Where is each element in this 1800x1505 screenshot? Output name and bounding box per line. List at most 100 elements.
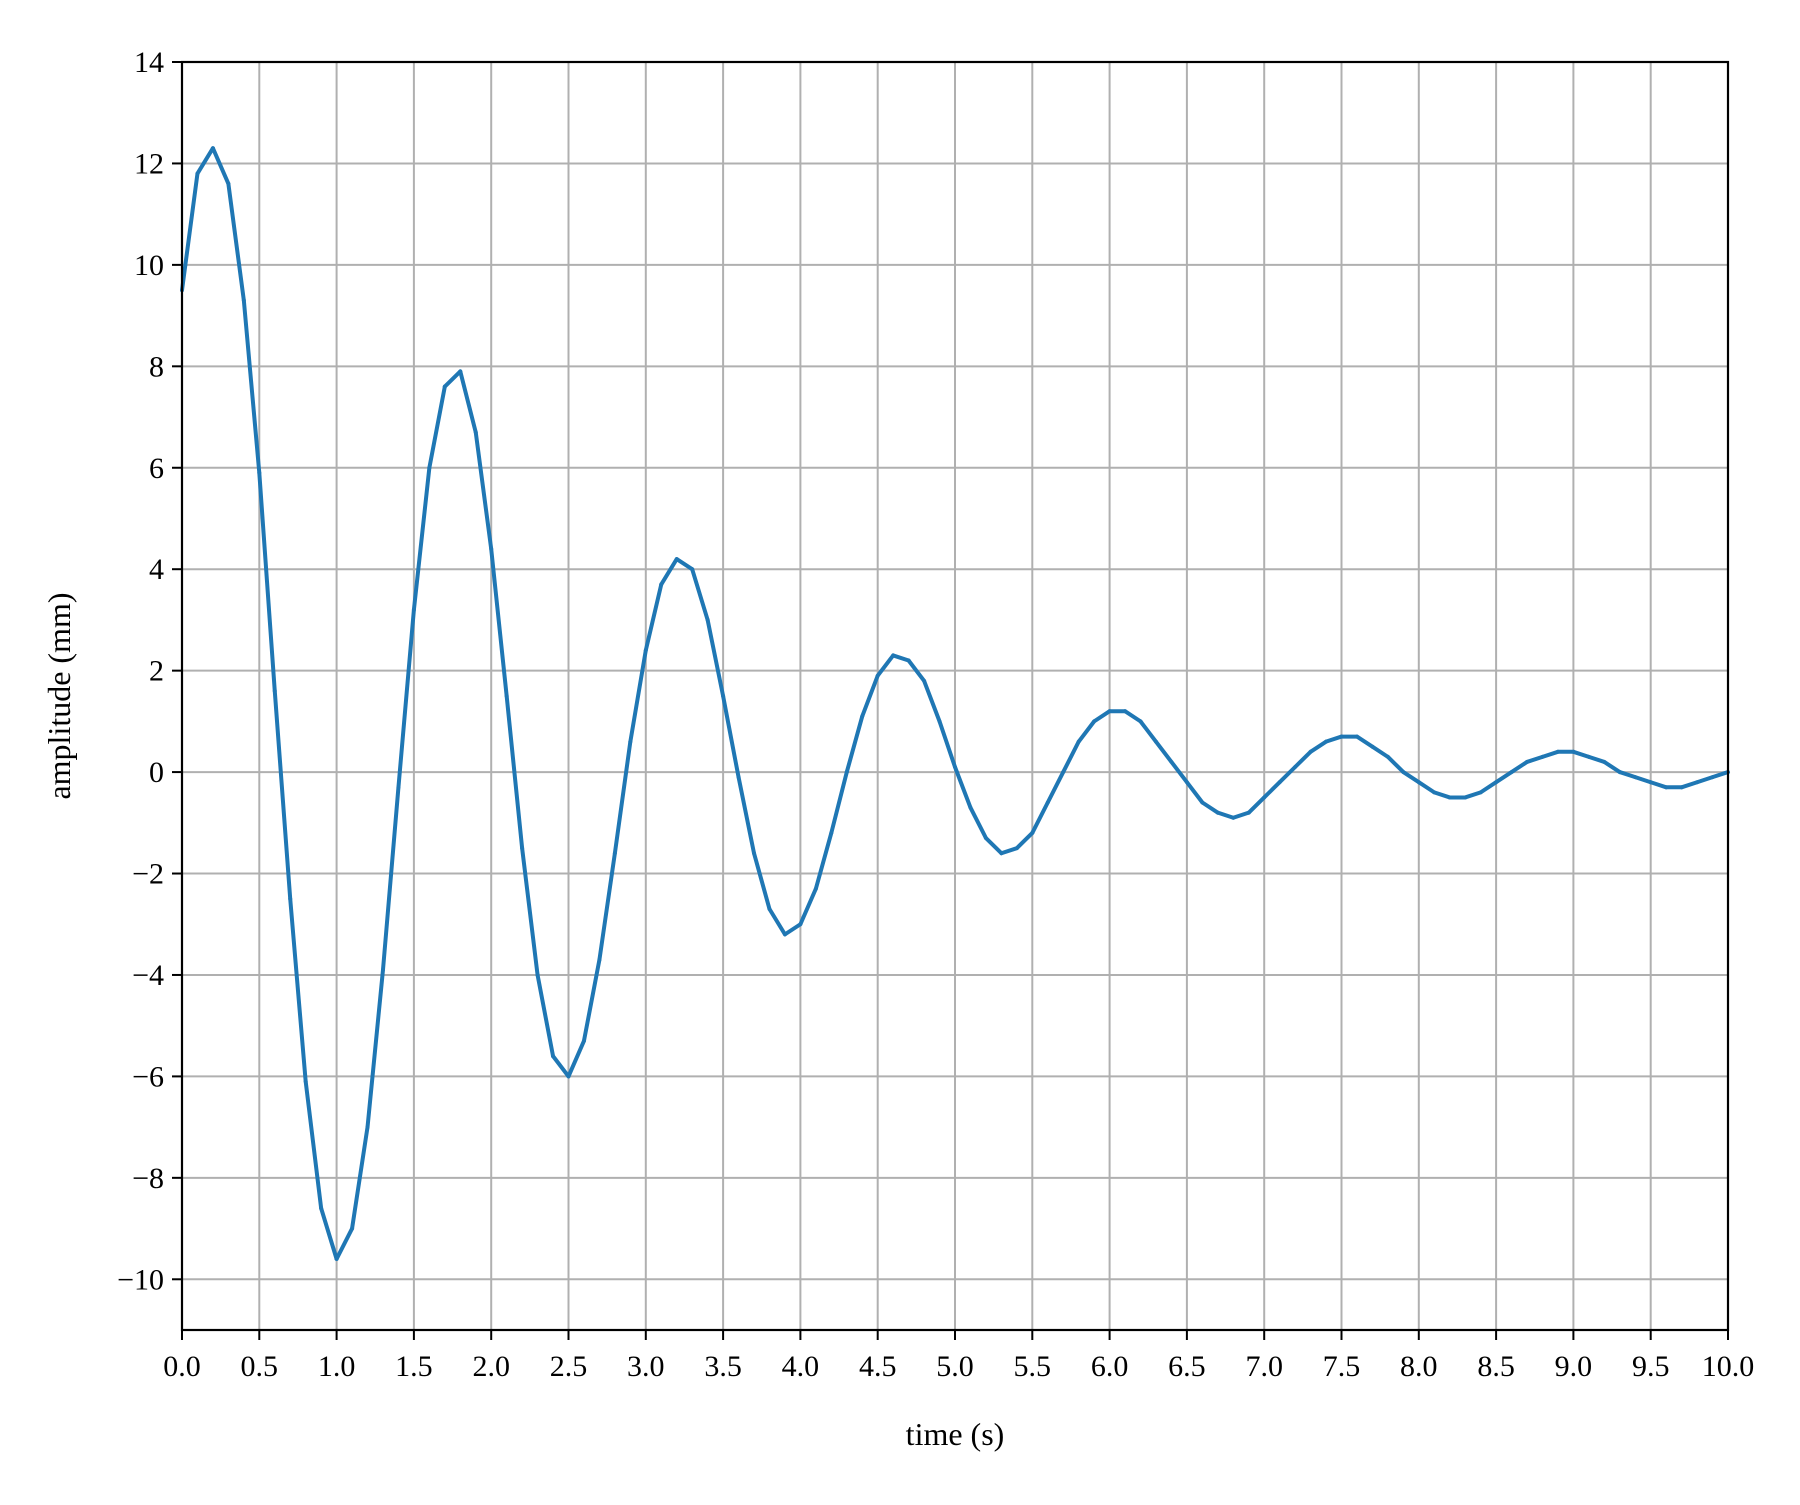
axis-ticks: 0.0 0.5 1.0 1.5 2.0 2.5 3.0 3.5 4.0 4.5 5.0 5.5 6.0 6… — [117, 46, 1754, 1383]
line-segment — [551, 1054, 571, 1079]
line-segment — [1648, 780, 1669, 790]
x-tick-label: 9.0 — [1555, 1350, 1593, 1383]
line-segment — [875, 653, 896, 678]
line-segment — [736, 775, 757, 856]
line-segment — [334, 1226, 355, 1261]
line-segment — [1617, 770, 1638, 780]
line-segment — [1308, 739, 1329, 754]
line-segment — [1525, 754, 1545, 764]
y-tick-label: 10 — [134, 249, 164, 282]
line-segment — [1432, 790, 1452, 800]
line-segment — [813, 830, 834, 891]
x-tick-label: 4.0 — [782, 1350, 820, 1383]
line-segment — [1169, 759, 1189, 785]
line-segment — [1354, 734, 1375, 749]
line-segment — [1478, 780, 1499, 795]
line-segment — [504, 694, 525, 851]
line-segment — [210, 146, 231, 186]
line-segment — [659, 557, 679, 587]
x-tick-label: 0.0 — [163, 1350, 201, 1383]
x-tick-label: 9.5 — [1632, 1350, 1670, 1383]
x-axis-label: time (s) — [906, 1416, 1005, 1452]
line-segment — [1030, 800, 1050, 835]
line-segment — [1401, 770, 1421, 785]
line-segment — [1679, 780, 1700, 790]
x-tick-label: 2.0 — [472, 1350, 510, 1383]
line-segment — [442, 369, 463, 389]
x-tick-label: 1.0 — [318, 1350, 356, 1383]
y-tick-label: 0 — [149, 756, 164, 789]
line-segment — [226, 181, 246, 303]
line-segment — [1200, 800, 1220, 815]
line-segment — [1014, 830, 1035, 851]
x-tick-label: 4.5 — [859, 1350, 897, 1383]
line-segment — [1092, 709, 1112, 724]
line-segment — [721, 694, 741, 780]
y-tick-label: 2 — [149, 655, 164, 688]
line-segment — [458, 369, 478, 435]
line-segment — [844, 714, 865, 775]
line-segment — [1215, 810, 1236, 820]
y-tick-label: −2 — [132, 858, 164, 891]
line-segment — [380, 785, 401, 972]
x-tick-label: 3.0 — [627, 1350, 665, 1383]
data-series — [180, 146, 1730, 1261]
y-tick-label: 12 — [134, 147, 164, 180]
x-tick-label: 8.5 — [1477, 1350, 1515, 1383]
y-tick-label: 8 — [149, 350, 164, 383]
y-tick-label: −6 — [132, 1060, 164, 1093]
line-segment — [581, 957, 602, 1043]
line-segment — [427, 384, 447, 470]
line-segment — [288, 896, 308, 1084]
line-segment — [1076, 719, 1097, 744]
line-segment — [999, 846, 1019, 856]
line-segment — [180, 171, 200, 293]
line-segment — [1231, 810, 1251, 820]
line-segment — [1695, 775, 1715, 785]
line-segment — [1571, 749, 1591, 759]
x-tick-label: 1.5 — [395, 1350, 433, 1383]
line-segment — [782, 922, 803, 937]
line-segment — [798, 886, 818, 927]
x-tick-label: 5.0 — [936, 1350, 974, 1383]
x-tick-label: 7.5 — [1323, 1350, 1361, 1383]
line-segment — [1262, 780, 1282, 800]
line-segment — [829, 770, 849, 835]
line-segment — [968, 805, 988, 841]
y-tick-label: −10 — [117, 1263, 164, 1296]
line-segment — [1463, 790, 1483, 800]
line-segment — [473, 430, 494, 551]
line-segment — [535, 972, 556, 1059]
x-tick-label: 10.0 — [1702, 1350, 1755, 1383]
line-segment — [272, 688, 293, 901]
line-segment — [1385, 754, 1406, 775]
line-segment — [1061, 739, 1081, 775]
line-segment — [767, 907, 787, 937]
x-tick-label: 5.5 — [1014, 1350, 1052, 1383]
grid — [181, 61, 1729, 1330]
x-tick-label: 6.5 — [1168, 1350, 1206, 1383]
line-segment — [860, 673, 880, 719]
line-segment — [195, 146, 215, 176]
line-segment — [566, 1038, 586, 1079]
line-segment — [1710, 770, 1730, 780]
line-segment — [1123, 709, 1143, 724]
line-segment — [922, 678, 942, 724]
line-segment — [1633, 775, 1653, 785]
line-segment — [674, 557, 695, 572]
line-segment — [257, 470, 277, 693]
line-segment — [906, 658, 927, 683]
line-segment — [705, 617, 726, 698]
line-segment — [690, 567, 710, 622]
line-segment — [1138, 719, 1158, 744]
line-segment — [365, 967, 385, 1130]
series-line — [180, 146, 1730, 1261]
line-segment — [1293, 749, 1313, 770]
line-segment — [520, 846, 540, 977]
line-segment — [350, 1125, 370, 1231]
line-segment — [937, 719, 957, 770]
x-tick-label: 8.0 — [1400, 1350, 1438, 1383]
x-tick-label: 2.5 — [550, 1350, 588, 1383]
